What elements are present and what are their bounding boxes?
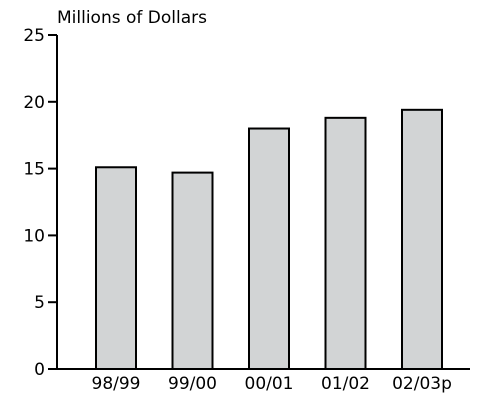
y-tick-label: 25	[23, 26, 45, 46]
y-tick-label: 5	[34, 293, 45, 313]
bar	[95, 166, 137, 370]
bars	[95, 108, 443, 370]
y-tick-label: 15	[23, 160, 45, 180]
x-tick-label: 02/03p	[392, 374, 452, 394]
x-tick-label: 01/02	[321, 374, 370, 394]
bar	[171, 171, 214, 370]
y-tick-label: 0	[34, 360, 45, 380]
bar	[401, 108, 443, 370]
y-tick-label: 10	[23, 226, 45, 246]
y-tick-label: 20	[23, 93, 45, 113]
x-tick-label: 00/01	[245, 374, 294, 394]
y-axis-ticks: 0 5 10 15 20 25	[23, 26, 57, 380]
x-tick-label: 98/99	[92, 374, 141, 394]
x-axis-ticks: 98/99 99/00 00/01 01/02 02/03p	[92, 374, 452, 394]
bar	[324, 116, 367, 370]
y-axis-unit-label: Millions of Dollars	[57, 8, 207, 28]
bar	[248, 127, 290, 370]
x-tick-label: 99/00	[168, 374, 217, 394]
